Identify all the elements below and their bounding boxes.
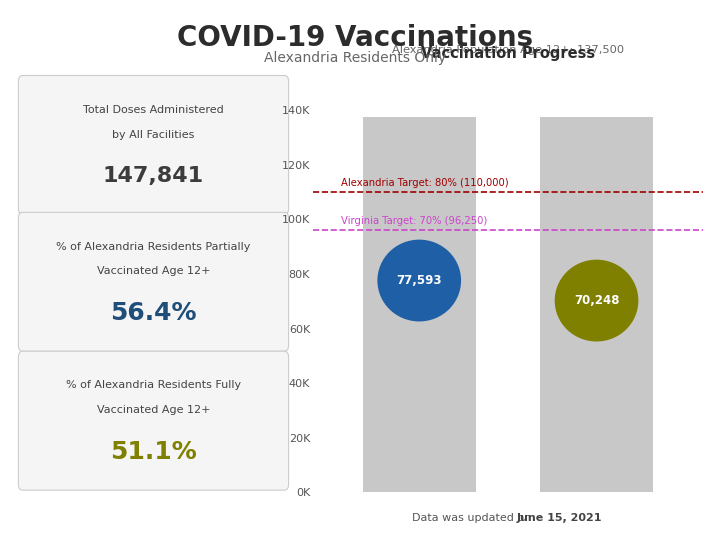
Title: Vaccination Progress: Vaccination Progress: [421, 46, 595, 61]
Ellipse shape: [555, 259, 638, 341]
Bar: [363, 117, 476, 492]
Text: 70,248: 70,248: [574, 294, 619, 307]
Text: 56.4%: 56.4%: [110, 301, 197, 325]
Text: Vaccinated Age 12+: Vaccinated Age 12+: [97, 406, 210, 415]
FancyBboxPatch shape: [18, 75, 289, 215]
Text: by All Facilities: by All Facilities: [112, 129, 195, 140]
Text: 51.1%: 51.1%: [110, 440, 197, 464]
Text: Alexandria Target: 80% (110,000): Alexandria Target: 80% (110,000): [342, 178, 509, 188]
Text: Vaccinated Age 12+: Vaccinated Age 12+: [97, 266, 210, 277]
Text: Alexandria Residents Only: Alexandria Residents Only: [264, 51, 446, 65]
Text: June 15, 2021: June 15, 2021: [517, 513, 602, 523]
Text: COVID-19 Vaccinations: COVID-19 Vaccinations: [177, 24, 533, 52]
Text: Alexandria Population Age 12+: 137,500: Alexandria Population Age 12+: 137,500: [392, 45, 624, 55]
Text: Data was updated on: Data was updated on: [412, 513, 535, 523]
Text: Virginia Target: 70% (96,250): Virginia Target: 70% (96,250): [342, 216, 488, 226]
Text: 77,593: 77,593: [396, 274, 442, 287]
Text: % of Alexandria Residents Partially: % of Alexandria Residents Partially: [56, 241, 251, 251]
Bar: [540, 117, 653, 492]
Text: Total Doses Administered: Total Doses Administered: [83, 105, 224, 114]
Ellipse shape: [378, 240, 461, 322]
Text: % of Alexandria Residents Fully: % of Alexandria Residents Fully: [66, 380, 241, 391]
FancyBboxPatch shape: [18, 351, 289, 490]
Text: 147,841: 147,841: [103, 166, 204, 186]
FancyBboxPatch shape: [18, 212, 289, 351]
